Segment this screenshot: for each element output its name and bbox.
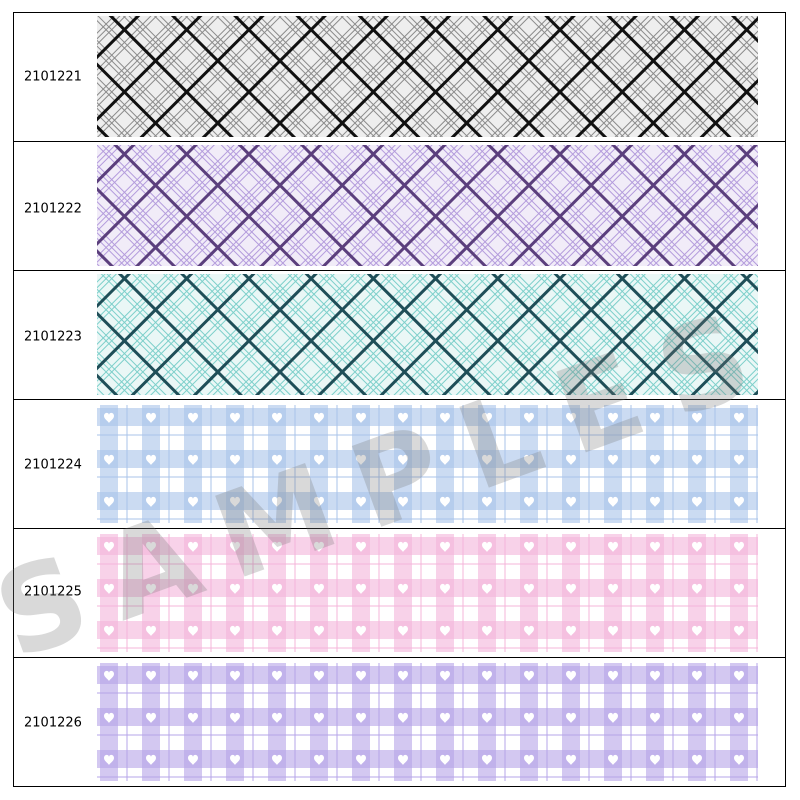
row: 2101224: [13, 399, 786, 529]
product-code: 2101221: [24, 70, 82, 85]
row: 2101221: [13, 12, 786, 142]
product-code: 2101226: [24, 716, 82, 731]
row: 2101222: [13, 141, 786, 271]
pattern-swatch: [97, 534, 758, 652]
row: 2101223: [13, 270, 786, 400]
row: 2101226: [13, 657, 786, 787]
row: 2101225: [13, 528, 786, 658]
product-code: 2101225: [24, 585, 82, 600]
product-code: 2101224: [24, 458, 82, 473]
row-border: [13, 657, 786, 787]
pattern-swatch: [97, 405, 758, 523]
product-code: 2101222: [24, 202, 82, 217]
pattern-swatch: [97, 16, 758, 137]
pattern-swatch: [97, 663, 758, 781]
product-code: 2101223: [24, 330, 82, 345]
pattern-swatch: [97, 145, 758, 266]
pattern-swatch: [97, 274, 758, 395]
